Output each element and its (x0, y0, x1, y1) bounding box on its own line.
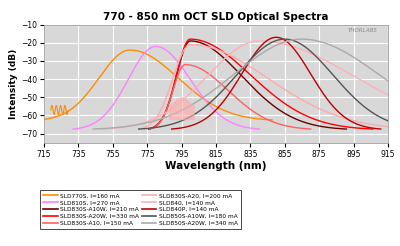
Title: 770 - 850 nm OCT SLD Optical Spectra: 770 - 850 nm OCT SLD Optical Spectra (103, 13, 329, 22)
Text: THORLABS: THORLABS (348, 28, 378, 33)
Legend: SLD770S, I=160 mA, SLD810S, I=270 mA, SLD830S-A10W, I=210 mA, SLD830S-A20W, I=33: SLD770S, I=160 mA, SLD810S, I=270 mA, SL… (40, 190, 241, 229)
Y-axis label: Intensity (dB): Intensity (dB) (9, 48, 18, 119)
X-axis label: Wavelength (nm): Wavelength (nm) (165, 161, 267, 171)
